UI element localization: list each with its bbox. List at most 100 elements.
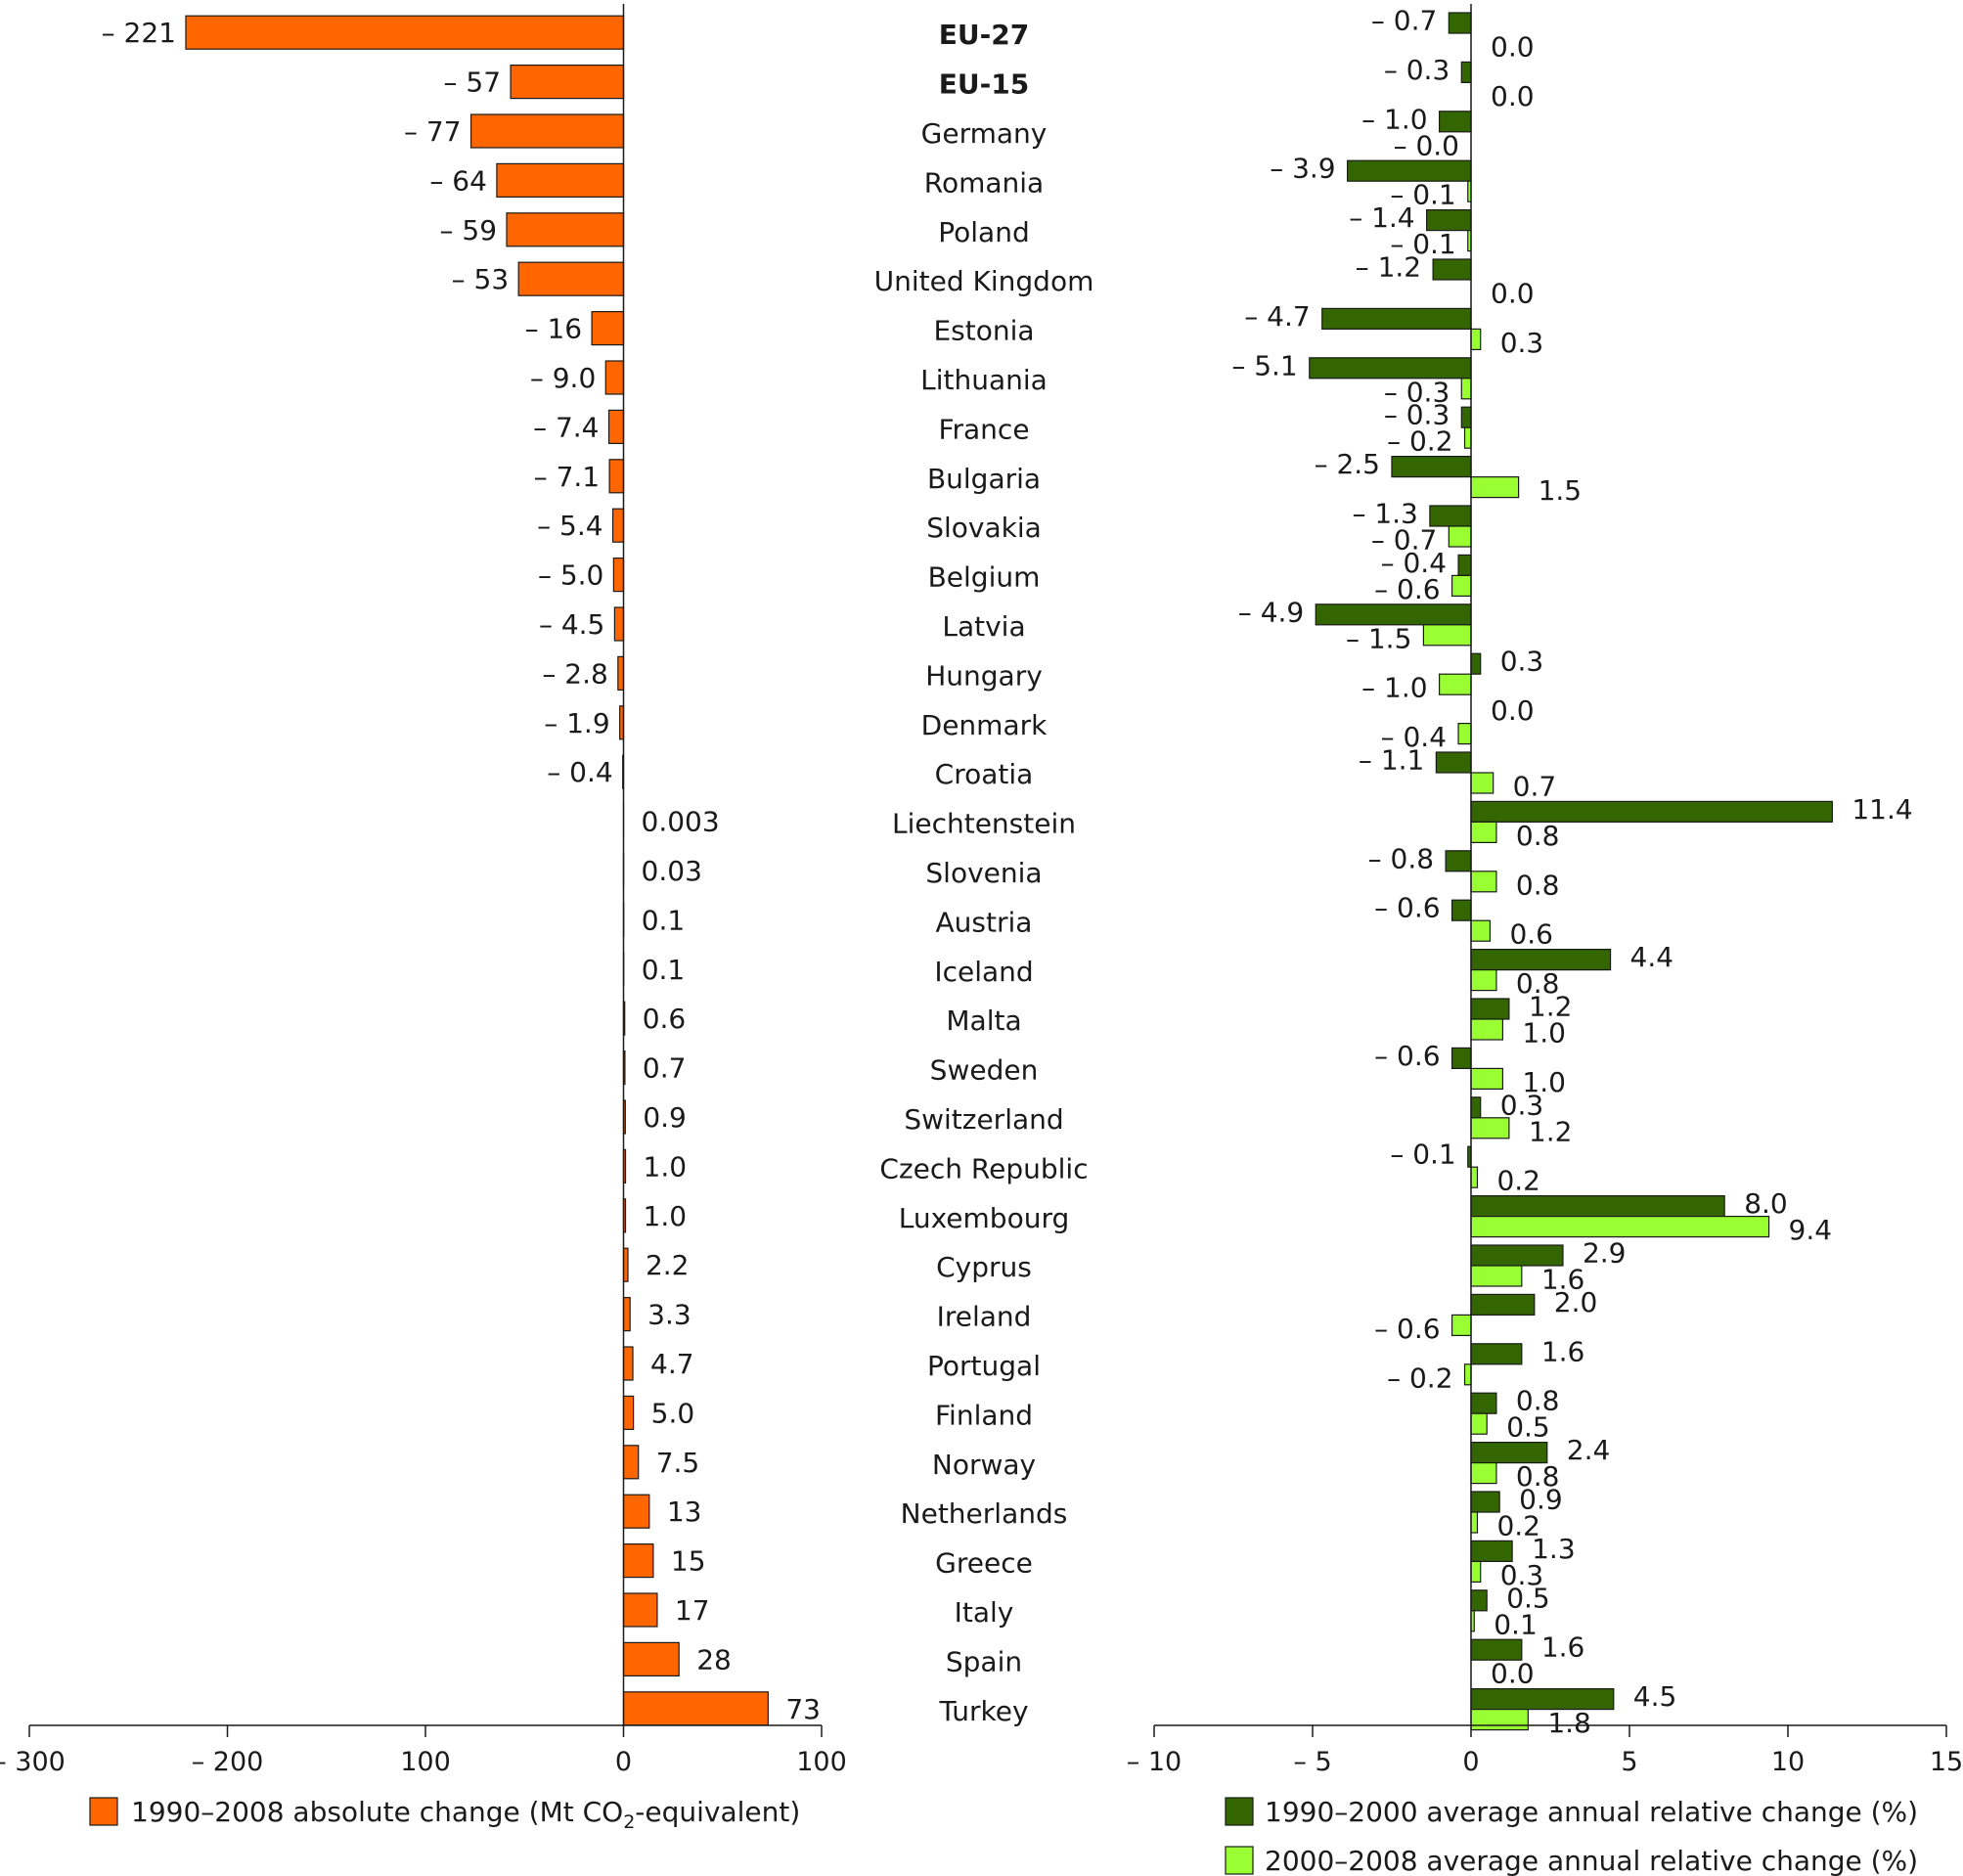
value-label-relative-b-20: 1.0: [1522, 1017, 1566, 1050]
value-label-absolute-22: 0.9: [643, 1101, 687, 1134]
value-label-relative-a-26: 2.0: [1554, 1286, 1598, 1318]
bar-absolute-31: [622, 1542, 654, 1579]
country-label-8: France: [938, 413, 1029, 445]
value-label-relative-a-19: 4.4: [1630, 941, 1674, 973]
country-label-12: Latvia: [942, 610, 1025, 643]
value-label-absolute-9: – 7.1: [534, 461, 600, 493]
value-label-relative-b-22: 1.2: [1529, 1115, 1573, 1147]
value-label-absolute-18: 0.1: [642, 904, 686, 936]
bar-relative-a-21: [1450, 1047, 1472, 1070]
bar-relative-b-29: [1470, 1461, 1497, 1485]
tick-label-left-1: – 200: [192, 1747, 264, 1777]
legend-swatch-1990-2000: [1225, 1797, 1254, 1826]
bar-relative-a-0: [1448, 12, 1472, 34]
value-label-absolute-29: 7.5: [656, 1447, 700, 1479]
value-label-relative-b-7: – 0.3: [1384, 376, 1450, 408]
value-label-relative-a-7: – 5.1: [1231, 349, 1297, 381]
bar-absolute-10: [611, 508, 625, 543]
value-label-absolute-0: – 221: [102, 17, 176, 49]
legend-swatch-2000-2008: [1225, 1846, 1254, 1875]
bar-absolute-32: [622, 1592, 658, 1628]
bar-relative-b-7: [1460, 378, 1472, 400]
bar-absolute-30: [622, 1494, 650, 1529]
bar-relative-b-28: [1470, 1412, 1488, 1435]
legend: 1990–2008 absolute change (Mt CO2-equiva…: [89, 1796, 1918, 1876]
bar-relative-a-9: [1391, 456, 1472, 478]
bar-absolute-3: [496, 162, 625, 198]
value-label-relative-a-10: – 1.3: [1352, 498, 1417, 530]
legend-label-1990-2000: 1990–2000 average annual relative change…: [1265, 1796, 1918, 1828]
value-label-relative-b-28: 0.5: [1506, 1411, 1550, 1444]
country-label-21: Sweden: [930, 1054, 1039, 1087]
value-label-relative-b-18: 0.6: [1509, 918, 1553, 951]
bar-absolute-33: [622, 1641, 680, 1677]
value-label-relative-b-26: – 0.6: [1374, 1313, 1440, 1345]
value-label-relative-b-2: – 0.0: [1394, 129, 1459, 161]
bar-relative-a-5: [1432, 258, 1472, 281]
value-label-absolute-20: 0.6: [643, 1003, 687, 1035]
tick-label-left-4: 100: [796, 1747, 847, 1777]
value-label-relative-b-33: 0.0: [1491, 1658, 1535, 1690]
country-label-32: Italy: [955, 1596, 1014, 1629]
value-label-relative-a-23: – 0.1: [1390, 1139, 1455, 1171]
value-label-relative-b-3: – 0.1: [1390, 179, 1455, 211]
bar-relative-b-12: [1422, 624, 1472, 647]
value-label-relative-b-15: 0.7: [1513, 771, 1557, 803]
country-label-31: Greece: [935, 1547, 1033, 1580]
value-label-relative-b-9: 1.5: [1539, 474, 1583, 507]
value-label-absolute-17: 0.03: [642, 855, 702, 887]
value-label-absolute-12: – 4.5: [539, 608, 604, 641]
bar-absolute-13: [617, 655, 625, 692]
bar-relative-a-6: [1321, 307, 1472, 330]
bar-relative-a-27: [1470, 1343, 1523, 1365]
bar-relative-b-14: [1457, 722, 1472, 745]
value-label-absolute-32: 17: [675, 1594, 710, 1627]
value-label-relative-b-5: 0.0: [1491, 278, 1535, 310]
value-label-relative-b-4: – 0.1: [1390, 228, 1455, 260]
bar-relative-b-30: [1470, 1511, 1479, 1534]
value-label-relative-a-18: – 0.6: [1374, 892, 1440, 924]
bar-relative-b-8: [1463, 426, 1472, 449]
value-label-relative-a-6: – 4.7: [1244, 300, 1310, 333]
value-label-absolute-30: 13: [667, 1496, 702, 1528]
value-label-relative-b-30: 0.2: [1496, 1510, 1540, 1542]
country-label-17: Slovenia: [925, 857, 1042, 889]
bar-relative-a-8: [1460, 406, 1472, 428]
value-label-relative-a-8: – 0.3: [1384, 399, 1450, 431]
bar-relative-a-18: [1450, 899, 1472, 921]
value-label-relative-a-27: 1.6: [1541, 1335, 1585, 1367]
value-label-relative-b-1: 0.0: [1491, 80, 1535, 112]
tick-label-right-2: 0: [1462, 1747, 1479, 1777]
value-label-relative-a-13: 0.3: [1500, 646, 1544, 678]
value-label-absolute-6: – 16: [525, 313, 583, 345]
value-label-relative-a-28: 0.8: [1516, 1385, 1560, 1417]
bar-relative-b-24: [1470, 1215, 1770, 1238]
absolute-change-panel: – 221 – 57 – 77 – 64 – 59 – 53 – 16 – 9.0 – 7.4 –…: [0, 4, 847, 1777]
value-label-relative-b-17: 0.8: [1516, 869, 1560, 901]
bar-relative-a-22: [1470, 1096, 1482, 1119]
value-label-relative-b-12: – 1.5: [1346, 622, 1411, 654]
tick-label-right-5: 15: [1930, 1747, 1963, 1777]
bar-relative-b-22: [1470, 1117, 1510, 1139]
bar-relative-a-34: [1470, 1687, 1615, 1711]
value-label-absolute-27: 4.7: [650, 1348, 694, 1380]
bar-absolute-0: [185, 15, 625, 50]
bar-relative-b-16: [1470, 821, 1497, 844]
country-label-22: Switzerland: [904, 1103, 1063, 1136]
value-label-relative-a-15: – 1.1: [1359, 744, 1424, 777]
value-label-absolute-4: – 59: [439, 214, 497, 246]
bar-absolute-28: [622, 1395, 635, 1431]
bar-relative-a-28: [1470, 1392, 1497, 1414]
bar-relative-b-23: [1470, 1166, 1479, 1188]
country-label-7: Lithuania: [920, 364, 1048, 396]
value-label-absolute-34: 73: [785, 1693, 821, 1725]
tick-label-left-3: 0: [615, 1747, 632, 1777]
value-label-absolute-24: 1.0: [644, 1200, 688, 1232]
value-label-absolute-8: – 7.4: [533, 411, 599, 443]
value-label-relative-a-16: 11.4: [1851, 793, 1912, 826]
legend-label-2000-2008: 2000–2008 average annual relative change…: [1265, 1845, 1918, 1876]
country-label-4: Poland: [938, 216, 1029, 248]
value-label-relative-a-20: 1.2: [1529, 991, 1573, 1023]
bar-absolute-4: [506, 212, 625, 247]
value-label-absolute-28: 5.0: [651, 1397, 695, 1429]
